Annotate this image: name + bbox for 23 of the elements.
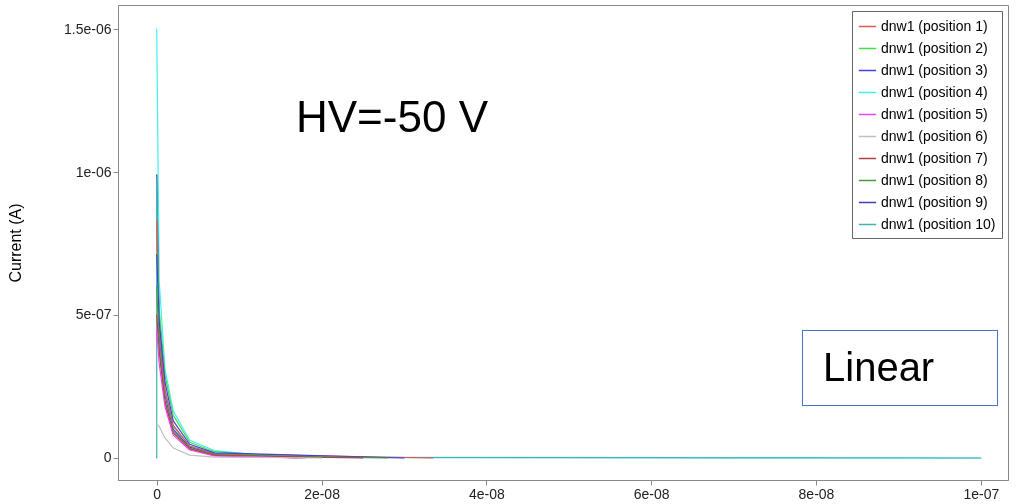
y-axis-title: Current (A) <box>7 203 25 283</box>
legend-label: dnw1 (position 9) <box>881 193 988 210</box>
legend-label: dnw1 (position 10) <box>881 215 996 232</box>
annotation: Linear <box>802 330 998 406</box>
legend-label: dnw1 (position 3) <box>881 61 988 78</box>
legend-label: dnw1 (position 4) <box>881 83 988 100</box>
legend-label: dnw1 (position 8) <box>881 171 988 188</box>
y-tick-label: 1.5e-06 <box>64 20 112 37</box>
legend-label: dnw1 (position 5) <box>881 105 988 122</box>
x-tick-label: 6e-08 <box>633 485 670 502</box>
x-tick-label: 0 <box>153 485 162 502</box>
annotation: HV=-50 V <box>296 92 488 142</box>
legend-label: dnw1 (position 2) <box>881 39 988 56</box>
y-tick-label: 1e-06 <box>75 163 112 180</box>
x-tick-label: 8e-08 <box>798 485 835 502</box>
x-tick-label: 2e-08 <box>304 485 341 502</box>
legend-label: dnw1 (position 1) <box>881 17 988 34</box>
y-tick-label: 5e-07 <box>75 306 112 323</box>
x-tick-label: 4e-08 <box>468 485 505 502</box>
legend-label: dnw1 (position 6) <box>881 127 988 144</box>
x-tick-label: 1e-07 <box>963 485 1000 502</box>
y-tick-label: 0 <box>103 449 112 466</box>
legend-label: dnw1 (position 7) <box>881 149 988 166</box>
